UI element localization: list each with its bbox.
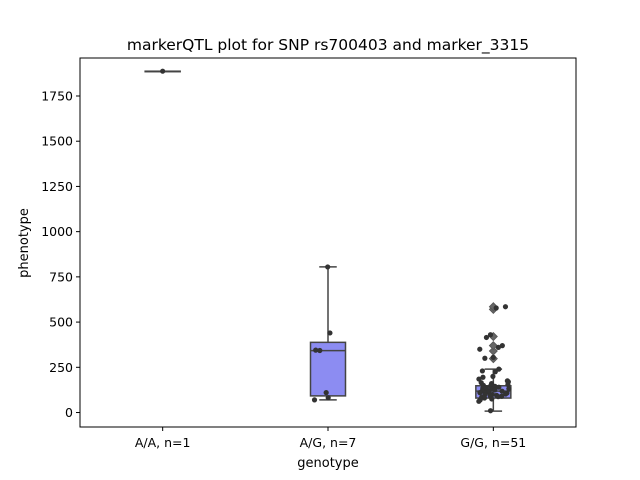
y-tick-label: 0: [65, 405, 73, 420]
data-point: [323, 390, 329, 396]
chart-title: markerQTL plot for SNP rs700403 and mark…: [127, 36, 529, 55]
y-tick-label: 750: [49, 269, 73, 284]
data-point: [499, 343, 505, 349]
data-point: [487, 408, 494, 414]
data-point: [311, 397, 318, 403]
x-axis-label: genotype: [297, 456, 358, 471]
data-point: [496, 366, 502, 372]
data-point: [479, 368, 485, 374]
data-point: [477, 390, 483, 396]
data-point: [505, 381, 511, 388]
data-point: [477, 346, 483, 352]
y-axis-label: phenotype: [17, 208, 32, 278]
data-point: [495, 344, 501, 351]
data-point: [496, 384, 502, 390]
data-point: [476, 398, 482, 404]
data-point: [483, 334, 490, 341]
y-tick-label: 500: [49, 315, 73, 330]
data-point: [493, 305, 499, 311]
plot-area: [144, 68, 512, 414]
data-point: [160, 68, 166, 74]
y-tick-label: 1500: [41, 134, 73, 149]
data-point: [495, 394, 501, 400]
data-point: [480, 374, 486, 380]
points-group: [160, 68, 166, 74]
x-tick-label: G/G, n=51: [460, 435, 526, 450]
data-point: [327, 330, 333, 336]
data-point: [481, 395, 488, 401]
y-tick-label: 250: [49, 360, 73, 375]
data-point: [502, 304, 509, 310]
x-tick-label: A/A, n=1: [135, 435, 191, 450]
data-point: [487, 332, 494, 338]
points-group: [476, 304, 512, 414]
data-point: [482, 355, 488, 361]
data-point: [499, 388, 505, 394]
data-point: [325, 264, 331, 270]
y-tick-label: 1250: [41, 179, 73, 194]
data-point: [492, 387, 498, 393]
data-point: [317, 347, 323, 354]
data-point: [506, 386, 512, 392]
data-point: [503, 391, 509, 397]
points-group: [311, 264, 333, 403]
x-axis: A/A, n=1 A/G, n=7 G/G, n=51: [135, 427, 526, 450]
data-point: [489, 396, 495, 402]
data-point: [490, 373, 496, 379]
y-tick-label: 1000: [41, 224, 73, 239]
data-point: [490, 354, 496, 360]
x-tick-label: A/G, n=7: [300, 435, 357, 450]
outlier-point: [488, 341, 498, 351]
data-point: [313, 347, 319, 353]
y-axis: 0 250 500 750 1000 1250 1500 1750: [41, 88, 80, 420]
data-point: [325, 395, 331, 401]
y-tick-label: 1750: [41, 88, 73, 103]
data-point: [492, 369, 498, 375]
